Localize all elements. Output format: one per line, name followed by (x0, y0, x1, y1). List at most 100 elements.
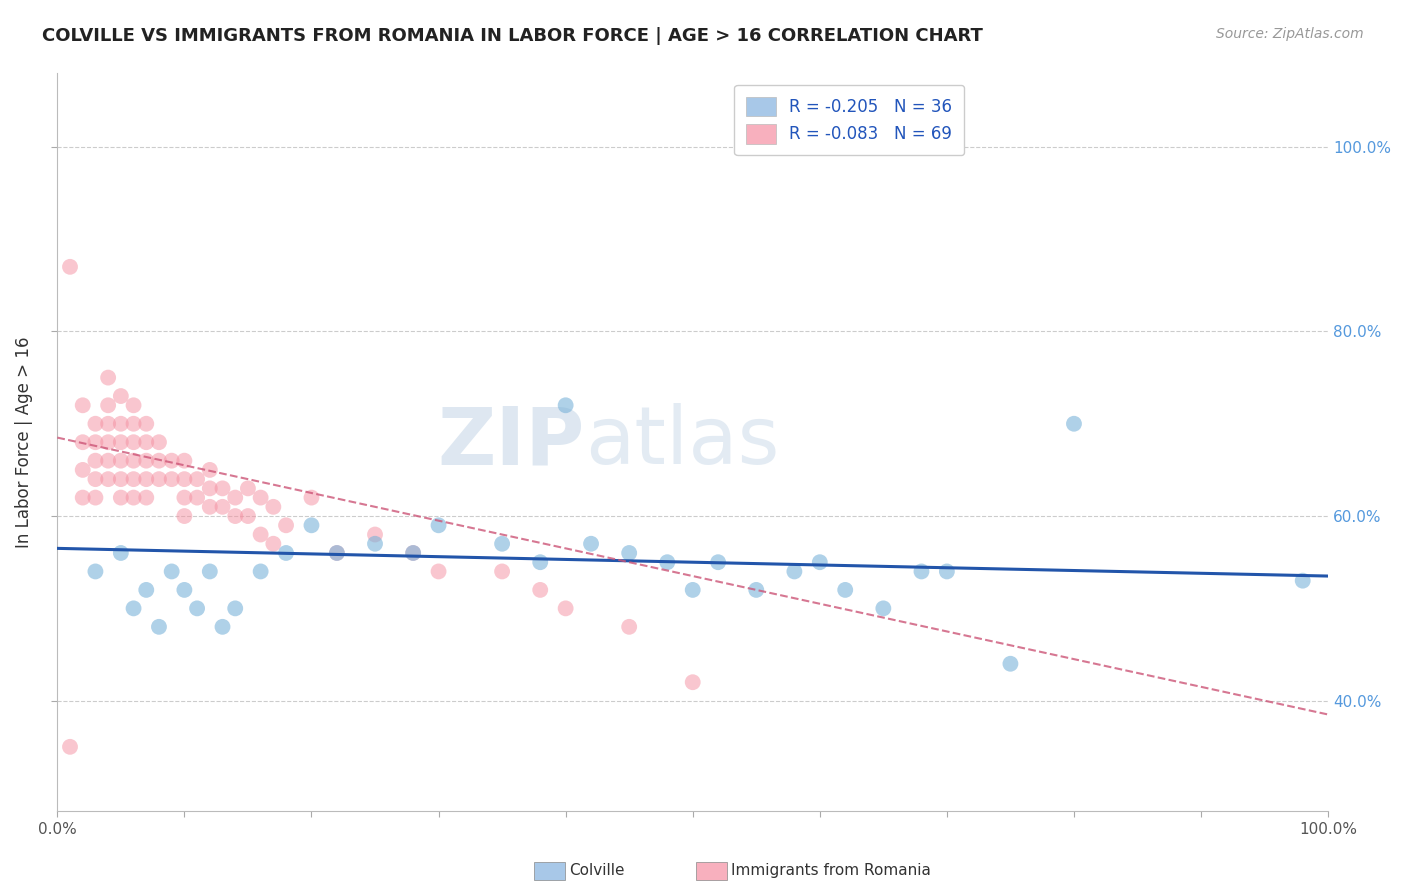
Point (148, 472, 170, 486)
Point (427, 565, 450, 579)
Point (1000, 657, 1022, 671)
Point (808, 555, 831, 569)
Point (1063, 417, 1085, 431)
Point (84, 453, 107, 467)
Point (529, 555, 551, 569)
Point (236, 481, 259, 495)
Point (236, 509, 259, 524)
Text: Source: ZipAtlas.com: Source: ZipAtlas.com (1216, 27, 1364, 41)
Point (834, 582, 856, 597)
Point (173, 491, 195, 505)
Point (262, 500, 284, 514)
Point (249, 491, 271, 505)
Point (84, 491, 107, 505)
Point (84, 435, 107, 450)
Point (110, 389, 132, 403)
Point (364, 527, 387, 541)
Point (97, 453, 120, 467)
Point (122, 491, 145, 505)
Point (148, 435, 170, 450)
Point (249, 527, 271, 541)
Point (301, 518, 323, 533)
Point (274, 518, 297, 533)
Point (198, 463, 221, 477)
Point (148, 620, 170, 634)
Point (402, 546, 425, 560)
Point (135, 417, 157, 431)
Point (262, 537, 284, 551)
Legend: R = -0.205   N = 36, R = -0.083   N = 69: R = -0.205 N = 36, R = -0.083 N = 69 (734, 85, 965, 155)
Point (173, 509, 195, 524)
Point (135, 435, 157, 450)
Text: COLVILLE VS IMMIGRANTS FROM ROMANIA IN LABOR FORCE | AGE > 16 CORRELATION CHART: COLVILLE VS IMMIGRANTS FROM ROMANIA IN L… (42, 27, 983, 45)
Point (72, 491, 94, 505)
Point (97, 370, 120, 384)
Point (872, 601, 894, 615)
Point (491, 565, 513, 579)
Point (59, 739, 82, 754)
Point (301, 491, 323, 505)
Point (72, 463, 94, 477)
Point (186, 472, 208, 486)
Point (110, 435, 132, 450)
Point (135, 582, 157, 597)
Point (707, 555, 730, 569)
Y-axis label: In Labor Force | Age > 16: In Labor Force | Age > 16 (15, 336, 32, 548)
Point (326, 546, 349, 560)
Point (122, 472, 145, 486)
Point (84, 417, 107, 431)
Point (186, 601, 208, 615)
Point (364, 537, 387, 551)
Text: ZIP: ZIP (437, 403, 585, 481)
Point (110, 453, 132, 467)
Point (173, 453, 195, 467)
Point (97, 435, 120, 450)
Point (173, 472, 195, 486)
Point (211, 481, 233, 495)
Point (84, 565, 107, 579)
Text: atlas: atlas (585, 403, 779, 481)
Point (554, 398, 576, 412)
Point (249, 565, 271, 579)
Point (402, 546, 425, 560)
Point (148, 453, 170, 467)
Point (59, 260, 82, 274)
Point (529, 582, 551, 597)
Point (224, 491, 246, 505)
Point (135, 453, 157, 467)
Point (122, 398, 145, 412)
Point (579, 537, 602, 551)
Point (224, 509, 246, 524)
Point (211, 620, 233, 634)
Point (326, 546, 349, 560)
Point (110, 491, 132, 505)
Point (122, 417, 145, 431)
Text: Colville: Colville (569, 863, 624, 878)
Point (617, 620, 640, 634)
Point (122, 453, 145, 467)
Point (1292, 574, 1315, 588)
Point (198, 481, 221, 495)
Point (198, 565, 221, 579)
Point (122, 601, 145, 615)
Point (682, 582, 704, 597)
Point (186, 491, 208, 505)
Point (72, 398, 94, 412)
Point (110, 546, 132, 560)
Text: Immigrants from Romania: Immigrants from Romania (731, 863, 931, 878)
Point (910, 565, 932, 579)
Point (617, 546, 640, 560)
Point (97, 472, 120, 486)
Point (682, 675, 704, 690)
Point (224, 601, 246, 615)
Point (745, 582, 768, 597)
Point (97, 398, 120, 412)
Point (160, 565, 183, 579)
Point (657, 555, 679, 569)
Point (110, 472, 132, 486)
Point (97, 417, 120, 431)
Point (491, 537, 513, 551)
Point (783, 565, 806, 579)
Point (72, 435, 94, 450)
Point (160, 472, 183, 486)
